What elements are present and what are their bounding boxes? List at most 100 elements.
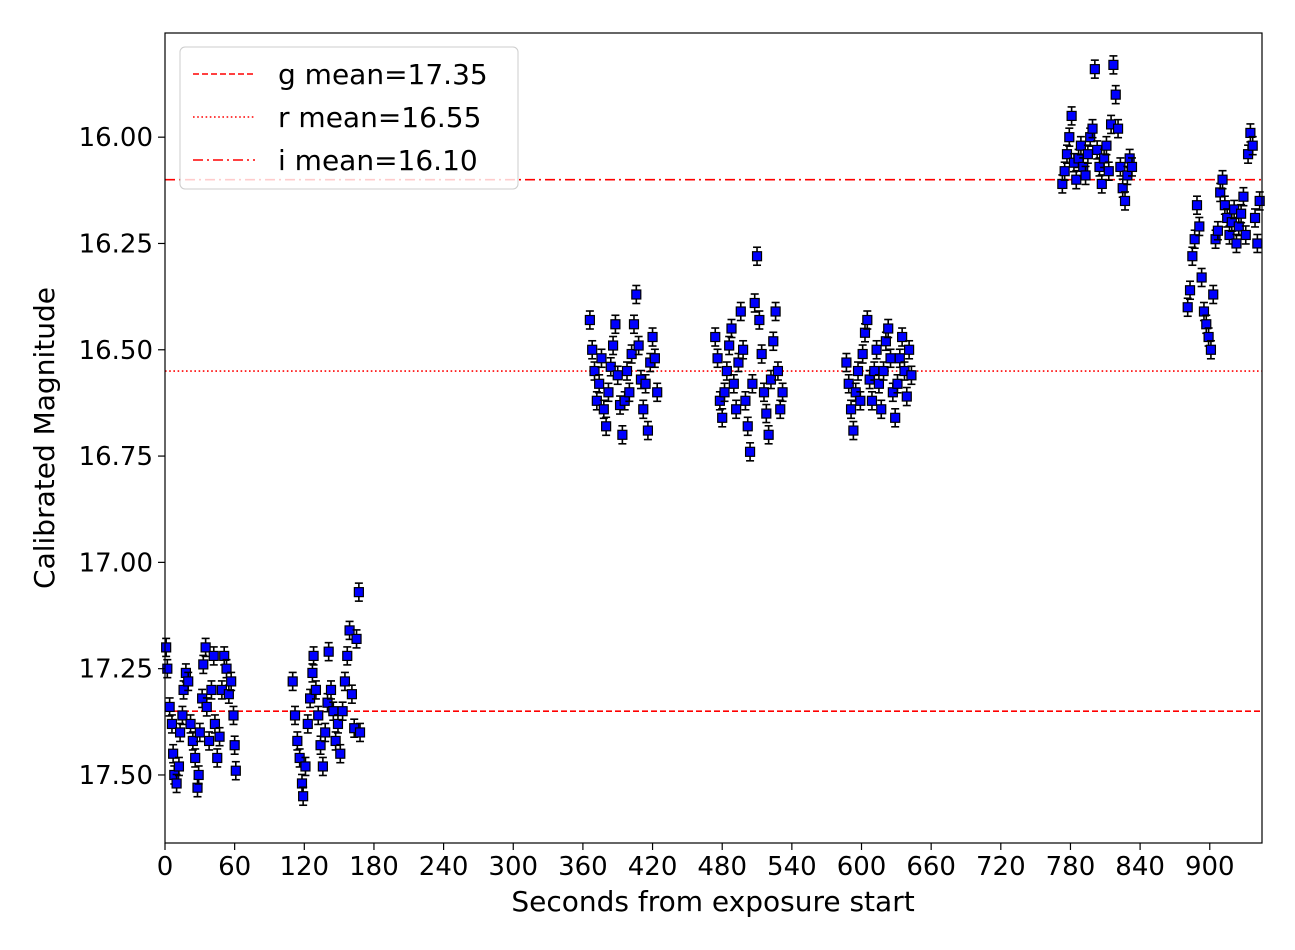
data-point-i	[1236, 203, 1247, 224]
data-point-r	[775, 399, 786, 420]
data-point-g	[229, 735, 240, 756]
marker	[894, 353, 905, 364]
marker	[174, 727, 186, 738]
data-point-i	[1080, 165, 1091, 186]
data-point-g	[313, 705, 324, 726]
marker	[1208, 289, 1219, 300]
x-tick-label: 600	[837, 852, 887, 882]
data-point-g	[339, 671, 351, 692]
data-point-i	[1249, 208, 1261, 228]
data-point-r	[855, 390, 866, 411]
marker	[287, 676, 298, 687]
marker	[1254, 195, 1265, 207]
y-tick-label: 16.75	[79, 442, 153, 472]
reference-lines	[165, 178, 1262, 712]
marker	[1087, 123, 1098, 134]
marker	[173, 761, 185, 772]
marker	[649, 353, 660, 364]
marker	[320, 727, 331, 738]
marker	[337, 706, 348, 717]
data-point-r	[885, 348, 896, 369]
data-point-g	[209, 714, 221, 734]
marker	[871, 344, 882, 355]
marker	[726, 323, 737, 334]
marker	[754, 314, 765, 326]
data-point-r	[587, 339, 598, 360]
data-points	[161, 55, 1265, 807]
marker	[1096, 178, 1107, 190]
marker	[1059, 166, 1070, 177]
data-point-r	[901, 386, 912, 407]
data-point-i	[1089, 59, 1100, 79]
data-point-r	[624, 382, 635, 403]
legend: g mean=17.35 r mean=16.55 i mean=16.10	[179, 46, 519, 190]
data-point-r	[649, 348, 660, 369]
data-point-i	[1191, 195, 1203, 216]
data-point-g	[296, 773, 308, 794]
marker	[226, 676, 237, 687]
data-point-r	[749, 293, 760, 313]
marker	[594, 378, 605, 389]
marker	[1066, 110, 1077, 122]
marker	[206, 684, 217, 696]
marker	[353, 587, 364, 598]
marker	[749, 297, 760, 309]
data-point-i	[1117, 178, 1128, 198]
data-point-g	[287, 671, 298, 692]
marker	[164, 701, 175, 713]
marker	[1205, 344, 1217, 355]
data-point-r	[631, 284, 642, 305]
marker	[230, 765, 241, 776]
marker	[652, 387, 663, 398]
x-tick-label: 240	[419, 852, 469, 882]
data-point-g	[204, 731, 215, 751]
marker	[775, 404, 786, 415]
marker	[901, 391, 912, 402]
marker	[1212, 225, 1223, 236]
data-point-r	[603, 382, 614, 403]
data-point-r	[904, 339, 915, 360]
marker	[841, 357, 852, 368]
marker	[738, 344, 749, 355]
marker	[852, 365, 864, 377]
data-point-r	[841, 352, 852, 373]
marker	[638, 404, 649, 415]
marker	[201, 701, 212, 713]
data-point-g	[206, 680, 217, 700]
data-point-r	[862, 310, 873, 330]
data-point-g	[302, 714, 313, 734]
data-point-g	[192, 777, 203, 798]
marker	[777, 387, 788, 398]
marker	[1252, 238, 1263, 249]
data-point-r	[626, 344, 637, 364]
marker	[1126, 161, 1138, 173]
data-point-g	[208, 646, 219, 666]
marker	[185, 718, 196, 730]
data-point-g	[185, 714, 196, 734]
marker	[719, 387, 730, 398]
x-tick-label: 60	[218, 852, 251, 882]
data-point-g	[230, 760, 241, 781]
data-point-i	[1184, 280, 1196, 301]
data-point-i	[1219, 195, 1230, 216]
data-point-i	[1101, 135, 1112, 156]
marker	[761, 408, 772, 419]
data-point-r	[719, 382, 730, 403]
data-point-g	[320, 722, 331, 743]
data-point-i	[1110, 84, 1121, 105]
data-point-r	[768, 331, 779, 352]
data-point-i	[1247, 135, 1258, 156]
data-point-r	[878, 361, 889, 381]
x-tick-label: 840	[1115, 852, 1165, 882]
marker	[906, 370, 917, 381]
data-point-r	[610, 314, 621, 335]
data-point-r	[740, 390, 751, 411]
marker	[1231, 238, 1242, 249]
marker	[621, 365, 633, 377]
y-axis-ticks: 16.00 16.25 16.50 16.75 17.00 17.25 17.50	[79, 123, 165, 791]
marker	[647, 331, 658, 343]
data-point-r	[880, 331, 891, 352]
data-point-i	[1245, 123, 1256, 143]
marker	[346, 689, 357, 700]
